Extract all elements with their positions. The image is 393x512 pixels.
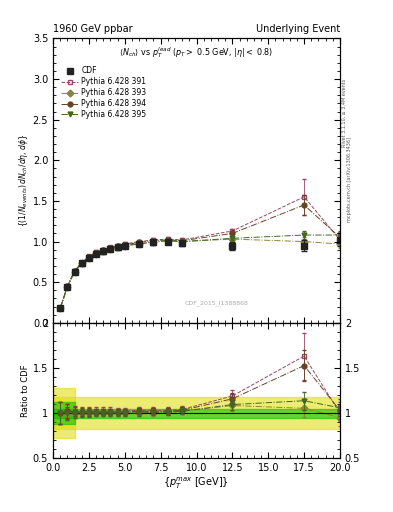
Y-axis label: $\{(1/N_{events})\,dN_{ch}/d\eta,\,d\phi\}$: $\{(1/N_{events})\,dN_{ch}/d\eta,\,d\phi… (17, 134, 30, 227)
Text: 1960 GeV ppbar: 1960 GeV ppbar (53, 24, 133, 34)
Text: CDF_2015_I1388868: CDF_2015_I1388868 (185, 300, 248, 306)
Bar (53, 397, 340, 430)
Text: Rivet 3.1.10, ≥ 3.4M events: Rivet 3.1.10, ≥ 3.4M events (342, 78, 347, 147)
Text: mcplots.cern.ch [arXiv:1306.3436]: mcplots.cern.ch [arXiv:1306.3436] (347, 137, 352, 222)
Text: $\langle N_{ch}\rangle$ vs $p_T^{lead}$ ($p_T >$ 0.5 GeV, $|\eta| <$ 0.8): $\langle N_{ch}\rangle$ vs $p_T^{lead}$ … (119, 46, 274, 60)
Bar (53, 409, 340, 418)
Y-axis label: Ratio to CDF: Ratio to CDF (21, 364, 30, 417)
X-axis label: $\{p_T^{max}$ [GeV]$\}$: $\{p_T^{max}$ [GeV]$\}$ (163, 476, 230, 492)
Legend: CDF, Pythia 6.428 391, Pythia 6.428 393, Pythia 6.428 394, Pythia 6.428 395: CDF, Pythia 6.428 391, Pythia 6.428 393,… (60, 65, 148, 121)
Text: Underlying Event: Underlying Event (256, 24, 340, 34)
